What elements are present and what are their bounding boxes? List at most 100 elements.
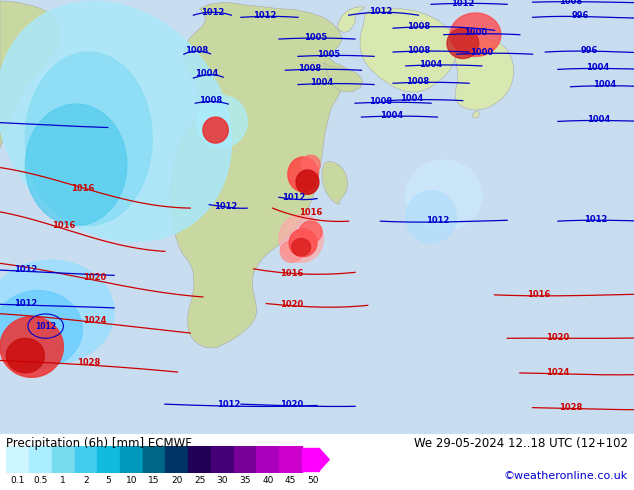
Text: 1028: 1028 bbox=[77, 358, 100, 367]
Bar bbox=[120, 446, 143, 473]
Text: 1012: 1012 bbox=[585, 215, 607, 224]
Text: 1020: 1020 bbox=[280, 400, 303, 409]
Polygon shape bbox=[406, 160, 482, 230]
Polygon shape bbox=[25, 104, 127, 225]
Text: 1000: 1000 bbox=[470, 48, 493, 57]
Bar bbox=[256, 446, 279, 473]
Text: 1024: 1024 bbox=[84, 316, 107, 324]
Polygon shape bbox=[0, 291, 82, 368]
Text: 1008: 1008 bbox=[369, 97, 392, 106]
Bar bbox=[165, 446, 188, 473]
Text: 0.1: 0.1 bbox=[11, 476, 25, 485]
Polygon shape bbox=[455, 38, 514, 110]
Text: 1004: 1004 bbox=[311, 78, 333, 87]
Polygon shape bbox=[279, 215, 323, 262]
Bar bbox=[6, 446, 29, 473]
Polygon shape bbox=[0, 317, 63, 377]
Polygon shape bbox=[337, 6, 365, 32]
Text: 2: 2 bbox=[83, 476, 89, 485]
Text: 40: 40 bbox=[262, 476, 273, 485]
Text: 1008: 1008 bbox=[559, 0, 582, 6]
Text: 1005: 1005 bbox=[317, 50, 340, 59]
Text: 1020: 1020 bbox=[84, 273, 107, 282]
Text: 1012: 1012 bbox=[14, 299, 37, 308]
Text: 1004: 1004 bbox=[195, 69, 218, 78]
Text: 1016: 1016 bbox=[280, 269, 303, 278]
Text: Precipitation (6h) [mm] ECMWF: Precipitation (6h) [mm] ECMWF bbox=[6, 437, 192, 450]
Text: 30: 30 bbox=[217, 476, 228, 485]
Text: 1016: 1016 bbox=[299, 208, 322, 217]
Bar bbox=[97, 446, 120, 473]
Bar bbox=[234, 446, 256, 473]
Text: 1: 1 bbox=[60, 476, 66, 485]
Text: 5: 5 bbox=[106, 476, 112, 485]
Text: 1005: 1005 bbox=[304, 33, 327, 42]
Text: 1028: 1028 bbox=[559, 403, 582, 412]
Text: 1012: 1012 bbox=[214, 202, 237, 211]
Text: 1004: 1004 bbox=[587, 115, 610, 124]
Text: 996: 996 bbox=[581, 46, 598, 55]
Polygon shape bbox=[450, 13, 501, 56]
Text: 1012: 1012 bbox=[35, 321, 56, 331]
Text: 1012: 1012 bbox=[369, 7, 392, 16]
Text: 1012: 1012 bbox=[14, 265, 37, 274]
Text: 1012: 1012 bbox=[283, 193, 306, 202]
Polygon shape bbox=[203, 117, 228, 143]
Text: 1004: 1004 bbox=[401, 95, 424, 103]
Text: 1012: 1012 bbox=[201, 8, 224, 17]
Text: ©weatheronline.co.uk: ©weatheronline.co.uk bbox=[503, 471, 628, 481]
Polygon shape bbox=[289, 229, 317, 257]
Text: 1004: 1004 bbox=[420, 60, 443, 69]
Text: 1012: 1012 bbox=[254, 11, 276, 20]
Polygon shape bbox=[170, 2, 352, 348]
Text: 1004: 1004 bbox=[586, 63, 609, 72]
Polygon shape bbox=[292, 239, 311, 256]
Text: 1020: 1020 bbox=[280, 300, 303, 309]
Polygon shape bbox=[472, 111, 479, 118]
Text: 1004: 1004 bbox=[380, 111, 403, 120]
Text: 1024: 1024 bbox=[547, 368, 569, 377]
Text: 25: 25 bbox=[194, 476, 205, 485]
Polygon shape bbox=[0, 1, 60, 148]
Text: 1008: 1008 bbox=[185, 46, 208, 55]
Text: 45: 45 bbox=[285, 476, 296, 485]
Bar bbox=[188, 446, 211, 473]
Polygon shape bbox=[360, 8, 458, 92]
Text: 1000: 1000 bbox=[464, 28, 487, 37]
Bar bbox=[211, 446, 234, 473]
Polygon shape bbox=[197, 96, 247, 147]
Text: 1012: 1012 bbox=[451, 0, 474, 7]
Text: 1008: 1008 bbox=[298, 64, 321, 73]
Text: We 29-05-2024 12..18 UTC (12+102: We 29-05-2024 12..18 UTC (12+102 bbox=[413, 437, 628, 450]
Text: 10: 10 bbox=[126, 476, 137, 485]
Text: 1016: 1016 bbox=[527, 290, 550, 298]
Polygon shape bbox=[323, 63, 363, 92]
Text: 1020: 1020 bbox=[547, 333, 569, 342]
Polygon shape bbox=[288, 157, 318, 192]
Polygon shape bbox=[301, 155, 320, 174]
Text: 50: 50 bbox=[307, 476, 319, 485]
Text: 15: 15 bbox=[148, 476, 160, 485]
Polygon shape bbox=[319, 448, 329, 471]
Text: 1008: 1008 bbox=[199, 96, 222, 105]
Text: 1012: 1012 bbox=[217, 400, 240, 409]
Polygon shape bbox=[6, 338, 44, 373]
Text: 1008: 1008 bbox=[407, 46, 430, 55]
Polygon shape bbox=[406, 191, 456, 243]
Text: 20: 20 bbox=[171, 476, 183, 485]
Bar bbox=[279, 446, 302, 473]
Bar bbox=[75, 446, 97, 473]
Bar bbox=[143, 446, 165, 473]
Text: 35: 35 bbox=[239, 476, 251, 485]
Text: 1016: 1016 bbox=[71, 184, 94, 193]
Polygon shape bbox=[447, 28, 479, 58]
Text: 1004: 1004 bbox=[593, 80, 616, 90]
Polygon shape bbox=[25, 52, 152, 225]
Polygon shape bbox=[280, 241, 303, 262]
Text: 1016: 1016 bbox=[52, 221, 75, 230]
Bar bbox=[302, 448, 319, 471]
Polygon shape bbox=[0, 1, 231, 242]
Polygon shape bbox=[0, 260, 114, 364]
Text: 1008: 1008 bbox=[406, 77, 429, 86]
Polygon shape bbox=[299, 221, 322, 243]
